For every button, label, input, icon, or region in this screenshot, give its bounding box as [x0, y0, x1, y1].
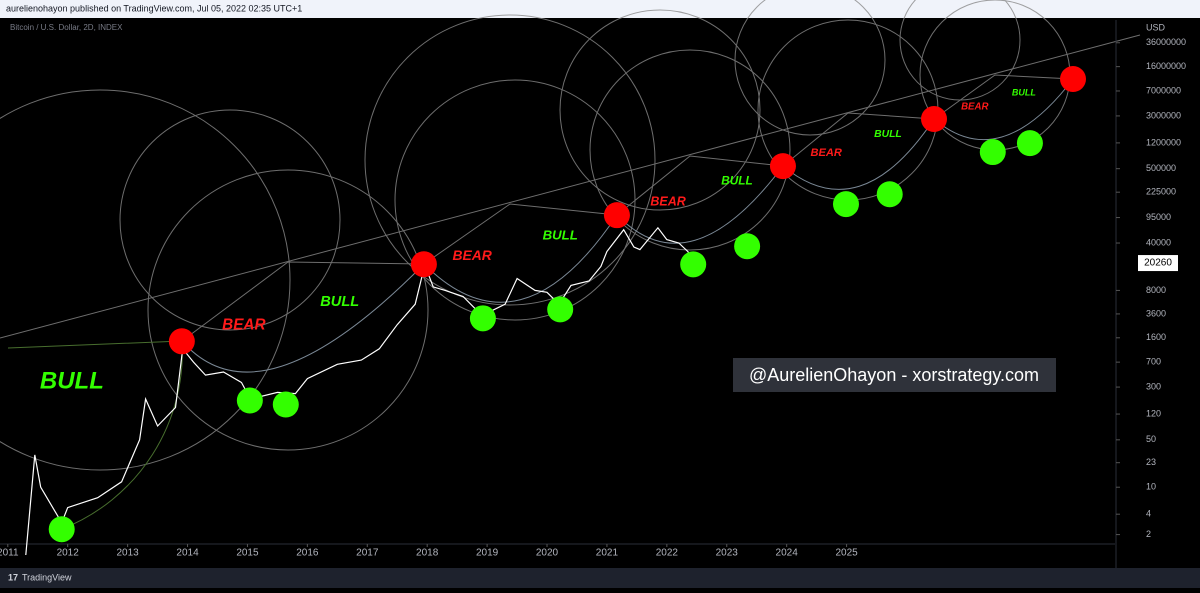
watermark-box — [733, 358, 1056, 392]
footer-logo: 17 — [8, 572, 18, 582]
circle — [119, 109, 341, 331]
last-price-label: 20260 — [1144, 258, 1172, 269]
arc — [616, 165, 784, 244]
signal-dot — [410, 251, 437, 278]
signal-dot — [547, 296, 574, 323]
phase-label: BULL — [1012, 87, 1036, 97]
phase-label: BULL — [874, 129, 902, 140]
x-tick-label: 2018 — [416, 548, 439, 559]
fan — [933, 74, 1074, 120]
arc — [933, 78, 1074, 141]
x-tick-label: 2017 — [356, 548, 379, 559]
trend-line — [0, 34, 1141, 339]
signal-dot — [876, 181, 903, 208]
phase-label: BEAR — [452, 247, 491, 263]
x-tick-label: 2016 — [296, 548, 319, 559]
arc — [7, 340, 183, 530]
signal-dot — [272, 391, 299, 418]
signal-dot — [680, 251, 707, 278]
signal-dot — [979, 139, 1006, 166]
y-tick-label: 16000000 — [1146, 61, 1186, 71]
y-tick-label: 3600 — [1146, 308, 1166, 318]
y-tick-label: 23 — [1146, 457, 1156, 467]
fan — [181, 261, 425, 342]
signal-dot — [168, 328, 195, 355]
y-tick-label: 7000000 — [1146, 85, 1181, 95]
signal-dot — [920, 106, 947, 133]
price-line — [25, 226, 698, 556]
signal-dot — [1060, 66, 1087, 93]
header-bar — [0, 0, 1200, 18]
x-tick-label: 2015 — [236, 548, 259, 559]
y-tick-label: 50 — [1146, 434, 1156, 444]
circle — [147, 169, 429, 451]
chart-subtitle: Bitcoin / U.S. Dollar, 2D, INDEX — [10, 23, 123, 32]
y-tick-label: 2 — [1146, 529, 1151, 539]
x-tick-label: 2020 — [536, 548, 559, 559]
x-tick-label: 2013 — [116, 548, 139, 559]
circle — [364, 14, 656, 306]
signal-dot — [469, 305, 496, 332]
footer-bar — [0, 568, 1200, 588]
x-tick-label: 2019 — [476, 548, 499, 559]
watermark: @AurelienOhayon - xorstrategy.com — [749, 365, 1039, 385]
y-tick-label: 1600 — [1146, 332, 1166, 342]
phase-label: BULL — [320, 294, 359, 310]
arc — [423, 214, 618, 303]
plot: 36000000 16000000 7000000 3000000 1200000 500… — [0, 20, 1186, 568]
y-tick-label: 95000 — [1146, 212, 1171, 222]
y-tick-label: 225000 — [1146, 187, 1176, 197]
phase-label: BEAR — [961, 102, 988, 113]
signal-dot — [603, 202, 630, 229]
fan — [616, 155, 784, 216]
phase-label: BEAR — [810, 147, 841, 159]
y-tick-label: 3000000 — [1146, 110, 1181, 120]
y-tick-label: 120 — [1146, 408, 1161, 418]
footer-brand: TradingView — [22, 572, 72, 582]
y-tick-label: 10 — [1146, 482, 1156, 492]
circle — [734, 0, 886, 136]
header-text: aurelienohayon published on TradingView.… — [6, 3, 302, 13]
phase-label: BULL — [721, 173, 752, 187]
circle — [0, 89, 291, 471]
y-tick-label: 300 — [1146, 381, 1161, 391]
circle — [589, 49, 791, 251]
fan — [423, 203, 618, 265]
y-tick-label: 500000 — [1146, 163, 1176, 173]
signal-dot — [769, 153, 796, 180]
x-tick-label: 2012 — [57, 548, 80, 559]
x-tick-label: 2021 — [596, 548, 619, 559]
x-tick-label: 2025 — [835, 548, 858, 559]
arc — [782, 118, 935, 190]
axis-unit: USD — [1146, 22, 1166, 32]
y-tick-label: 36000000 — [1146, 37, 1186, 47]
x-tick-label: 2022 — [656, 548, 679, 559]
phase-label: BULL — [40, 368, 104, 395]
signal-dot — [236, 387, 263, 414]
fan — [782, 112, 935, 167]
last-price-box — [1138, 255, 1178, 272]
phase-label: BEAR — [222, 316, 265, 333]
phase-label: BEAR — [650, 195, 685, 209]
signal-dot — [48, 516, 75, 543]
phase-label: BULL — [543, 228, 578, 243]
y-tick-label: 40000 — [1146, 237, 1171, 247]
circle — [559, 9, 761, 211]
y-tick-label: 1200000 — [1146, 137, 1181, 147]
y-tick-label: 700 — [1146, 357, 1161, 367]
x-tick-label: 2014 — [176, 548, 199, 559]
arc — [181, 263, 425, 373]
y-tick-label: 4 — [1146, 509, 1151, 519]
y-tick-label: 8000 — [1146, 285, 1166, 295]
x-tick-label: 2024 — [776, 548, 799, 559]
signal-dot — [734, 233, 761, 260]
signal-dot — [832, 191, 859, 218]
signal-dot — [1016, 130, 1043, 157]
x-tick-label: 2023 — [716, 548, 739, 559]
